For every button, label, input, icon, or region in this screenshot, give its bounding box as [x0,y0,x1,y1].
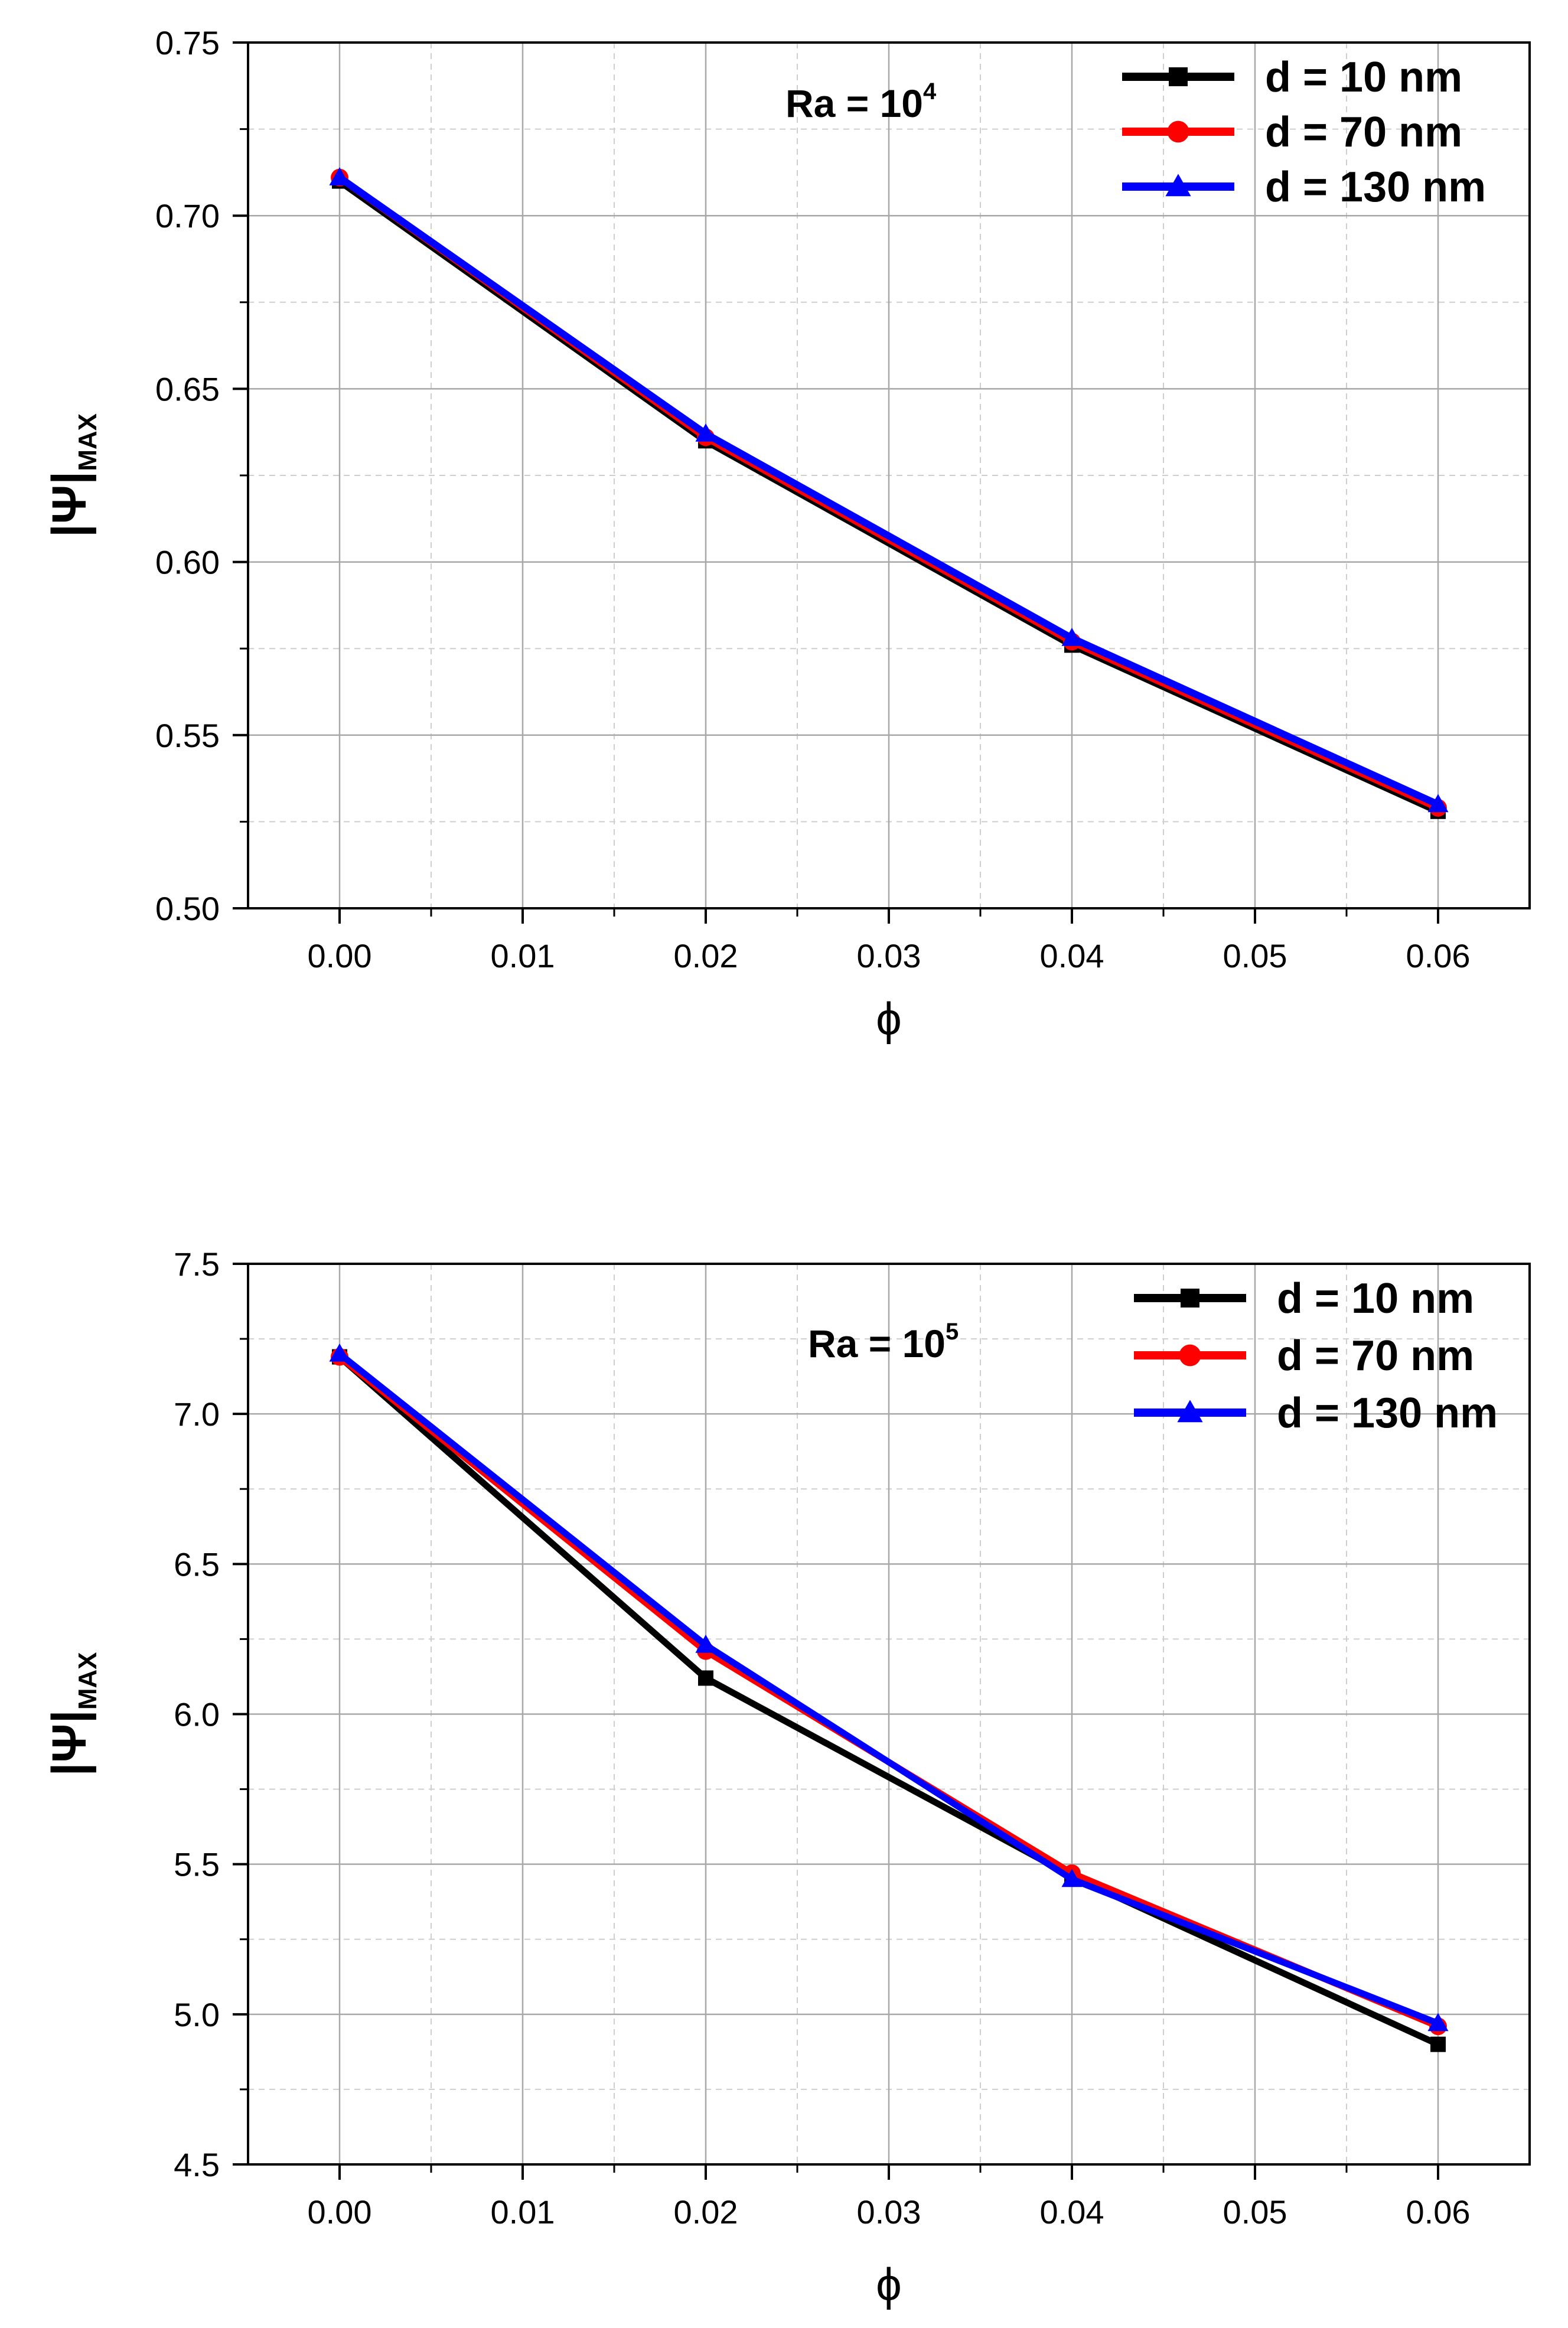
data-point-s3-2 [695,1635,716,1653]
x-axis: 0.00 0.01 0.02 0.03 0.04 0.05 0.06 ϕ [308,908,1471,1045]
y-axis: 0.50 0.55 0.60 0.65 0.70 0.75 |Ψ|MAX [43,24,248,927]
series-line-3 [337,1351,1440,2027]
x-tick-label: 0.03 [857,2193,921,2231]
x-tick-label: 0.01 [491,2193,555,2231]
legend-marker-3 [1165,174,1191,197]
x-tick-label: 0.00 [308,2193,372,2231]
ra-annotation: Ra = 104 [785,79,937,125]
data-point-s1-4 [1430,2036,1446,2052]
legend-marker-2 [1167,120,1189,143]
x-tick-label: 0.02 [674,2193,738,2231]
legend: d = 10 nm d = 70 nm d = 130 nm [1122,54,1486,211]
y-axis-label-subscript: MAX [73,413,102,471]
ra-annotation-exponent: 5 [946,1319,959,1345]
x-axis: 0.00 0.01 0.02 0.03 0.04 0.05 0.06 ϕ [308,2164,1471,2310]
data-point-s3-2 [695,423,716,442]
y-tick-label: 0.75 [155,24,220,61]
y-axis-label-main: |Ψ| [43,471,97,537]
series-line-3 [337,174,1440,808]
legend-label-2: d = 70 nm [1265,109,1462,156]
legend-marker-1 [1169,67,1188,86]
data-point-s1-2 [698,1670,713,1686]
y-tick-label: 7.0 [174,1396,220,1433]
series-group [329,167,1449,819]
chart-panel-2: 0.00 0.01 0.02 0.03 0.04 0.05 0.06 ϕ 4.5 5.0 5.5 6.… [43,1245,1531,2310]
legend-marker-2 [1179,1344,1201,1367]
legend-label-3: d = 130 nm [1265,164,1486,211]
data-point-s3-3 [1061,628,1083,646]
data-point-s3-1 [329,167,350,185]
chart-panel-1: 0.00 0.01 0.02 0.03 0.04 0.05 0.06 ϕ 0.50 0.55 0.6… [43,24,1531,1045]
y-axis-label: |Ψ|MAX [43,413,102,537]
y-tick-label: 6.0 [174,1696,220,1733]
legend-marker-3 [1177,1400,1203,1423]
y-axis-label: |Ψ|MAX [43,1652,102,1776]
ra-annotation-exponent: 4 [923,79,937,105]
legend-label-1: d = 10 nm [1277,1275,1474,1322]
y-axis: 4.5 5.0 5.5 6.0 6.5 7.0 7.5 |Ψ|MAX [43,1245,248,2183]
data-point-s3-1 [329,1343,350,1362]
series-line-1 [337,1354,1440,2047]
x-axis-label: ϕ [876,2258,902,2310]
data-point-s3-3 [1061,1869,1083,1887]
y-tick-label: 0.55 [155,717,220,754]
x-tick-label: 0.05 [1223,2193,1287,2231]
ra-annotation-base: Ra = 10 [785,81,923,125]
data-point-s3-4 [1427,2013,1449,2032]
ra-annotation: Ra = 105 [808,1319,959,1365]
x-tick-label: 0.06 [1406,2193,1471,2231]
x-tick-label: 0.04 [1040,937,1104,974]
x-tick-label: 0.02 [674,937,738,974]
legend-label-3: d = 130 nm [1277,1390,1498,1437]
x-axis-label: ϕ [876,993,902,1045]
legend: d = 10 nm d = 70 nm d = 130 nm [1134,1275,1498,1437]
x-tick-label: 0.00 [308,937,372,974]
series-group [329,1343,1449,2052]
x-tick-label: 0.04 [1040,2193,1104,2231]
y-tick-label: 6.5 [174,1546,220,1583]
y-tick-label: 4.5 [174,2146,220,2183]
x-tick-label: 0.06 [1406,937,1471,974]
data-point-s3-4 [1427,794,1449,813]
y-tick-label: 0.65 [155,370,220,407]
x-tick-label: 0.01 [491,937,555,974]
y-tick-label: 7.5 [174,1245,220,1283]
grid [248,1264,1530,2164]
x-tick-label: 0.03 [857,937,921,974]
y-tick-label: 0.50 [155,890,220,927]
y-tick-label: 5.0 [174,1996,220,2033]
legend-label-1: d = 10 nm [1265,54,1462,101]
x-tick-label: 0.05 [1223,937,1287,974]
legend-marker-1 [1181,1289,1199,1308]
y-tick-label: 0.60 [155,544,220,581]
legend-label-2: d = 70 nm [1277,1332,1474,1380]
y-tick-label: 5.5 [174,1846,220,1883]
ra-annotation-base: Ra = 10 [808,1322,946,1365]
y-axis-label-subscript: MAX [73,1652,102,1710]
y-axis-label-main: |Ψ| [43,1710,97,1776]
y-tick-label: 0.70 [155,197,220,234]
